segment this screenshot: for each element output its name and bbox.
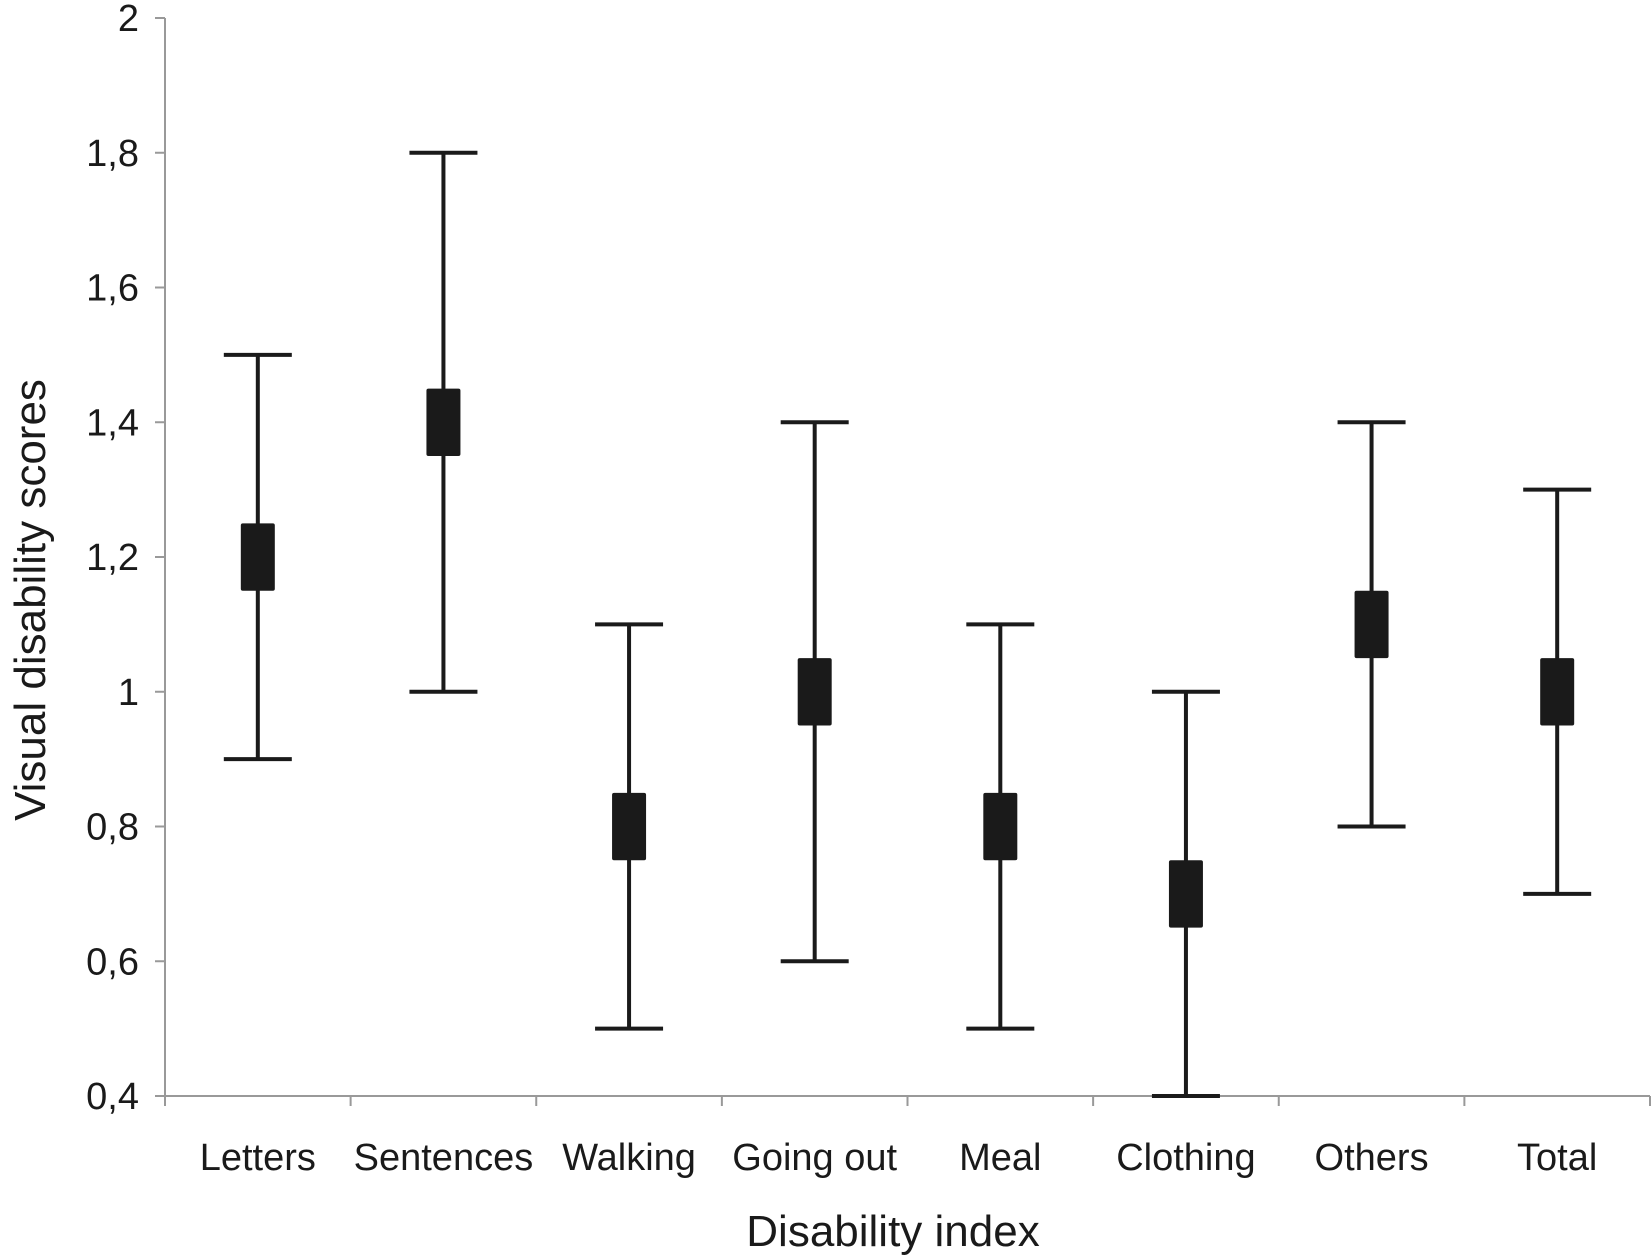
labels: 0,4 0,6 0,8 1 1,2 1,4 1,6 1,8 2 Letters Sentences W… bbox=[86, 0, 1597, 1179]
x-axis-title: Disability index bbox=[746, 1207, 1039, 1256]
mean-marker bbox=[240, 523, 275, 591]
x-tick-label: Letters bbox=[200, 1137, 316, 1179]
y-axis-title: Visual disability scores bbox=[6, 379, 55, 821]
x-tick-label: Meal bbox=[959, 1137, 1041, 1179]
y-tick-label: 0,6 bbox=[86, 941, 139, 983]
x-tick-label: Total bbox=[1517, 1137, 1597, 1179]
error-bar-marks bbox=[223, 150, 1592, 1098]
x-tick-label: Others bbox=[1315, 1137, 1429, 1179]
y-tick-label: 1,2 bbox=[86, 537, 139, 579]
mean-marker bbox=[1168, 860, 1203, 928]
mean-marker bbox=[1540, 658, 1575, 726]
mean-marker bbox=[983, 792, 1018, 861]
x-tick-label: Sentences bbox=[354, 1137, 534, 1179]
y-tick-label: 1 bbox=[118, 672, 139, 714]
x-tick-label: Walking bbox=[562, 1137, 696, 1179]
mean-marker bbox=[426, 388, 461, 456]
mean-marker bbox=[1354, 590, 1389, 659]
x-tick-label: Going out bbox=[732, 1137, 897, 1179]
y-tick-label: 0,4 bbox=[86, 1076, 139, 1118]
y-tick-label: 1,8 bbox=[86, 133, 139, 175]
axes bbox=[155, 17, 1651, 1106]
y-tick-label: 1,6 bbox=[86, 268, 139, 310]
y-tick-label: 2 bbox=[118, 0, 139, 40]
mean-marker bbox=[797, 658, 832, 726]
mean-marker bbox=[612, 792, 647, 861]
y-tick-label: 1,4 bbox=[86, 402, 139, 444]
x-tick-label: Clothing bbox=[1116, 1137, 1255, 1179]
y-tick-label: 0,8 bbox=[86, 807, 139, 849]
